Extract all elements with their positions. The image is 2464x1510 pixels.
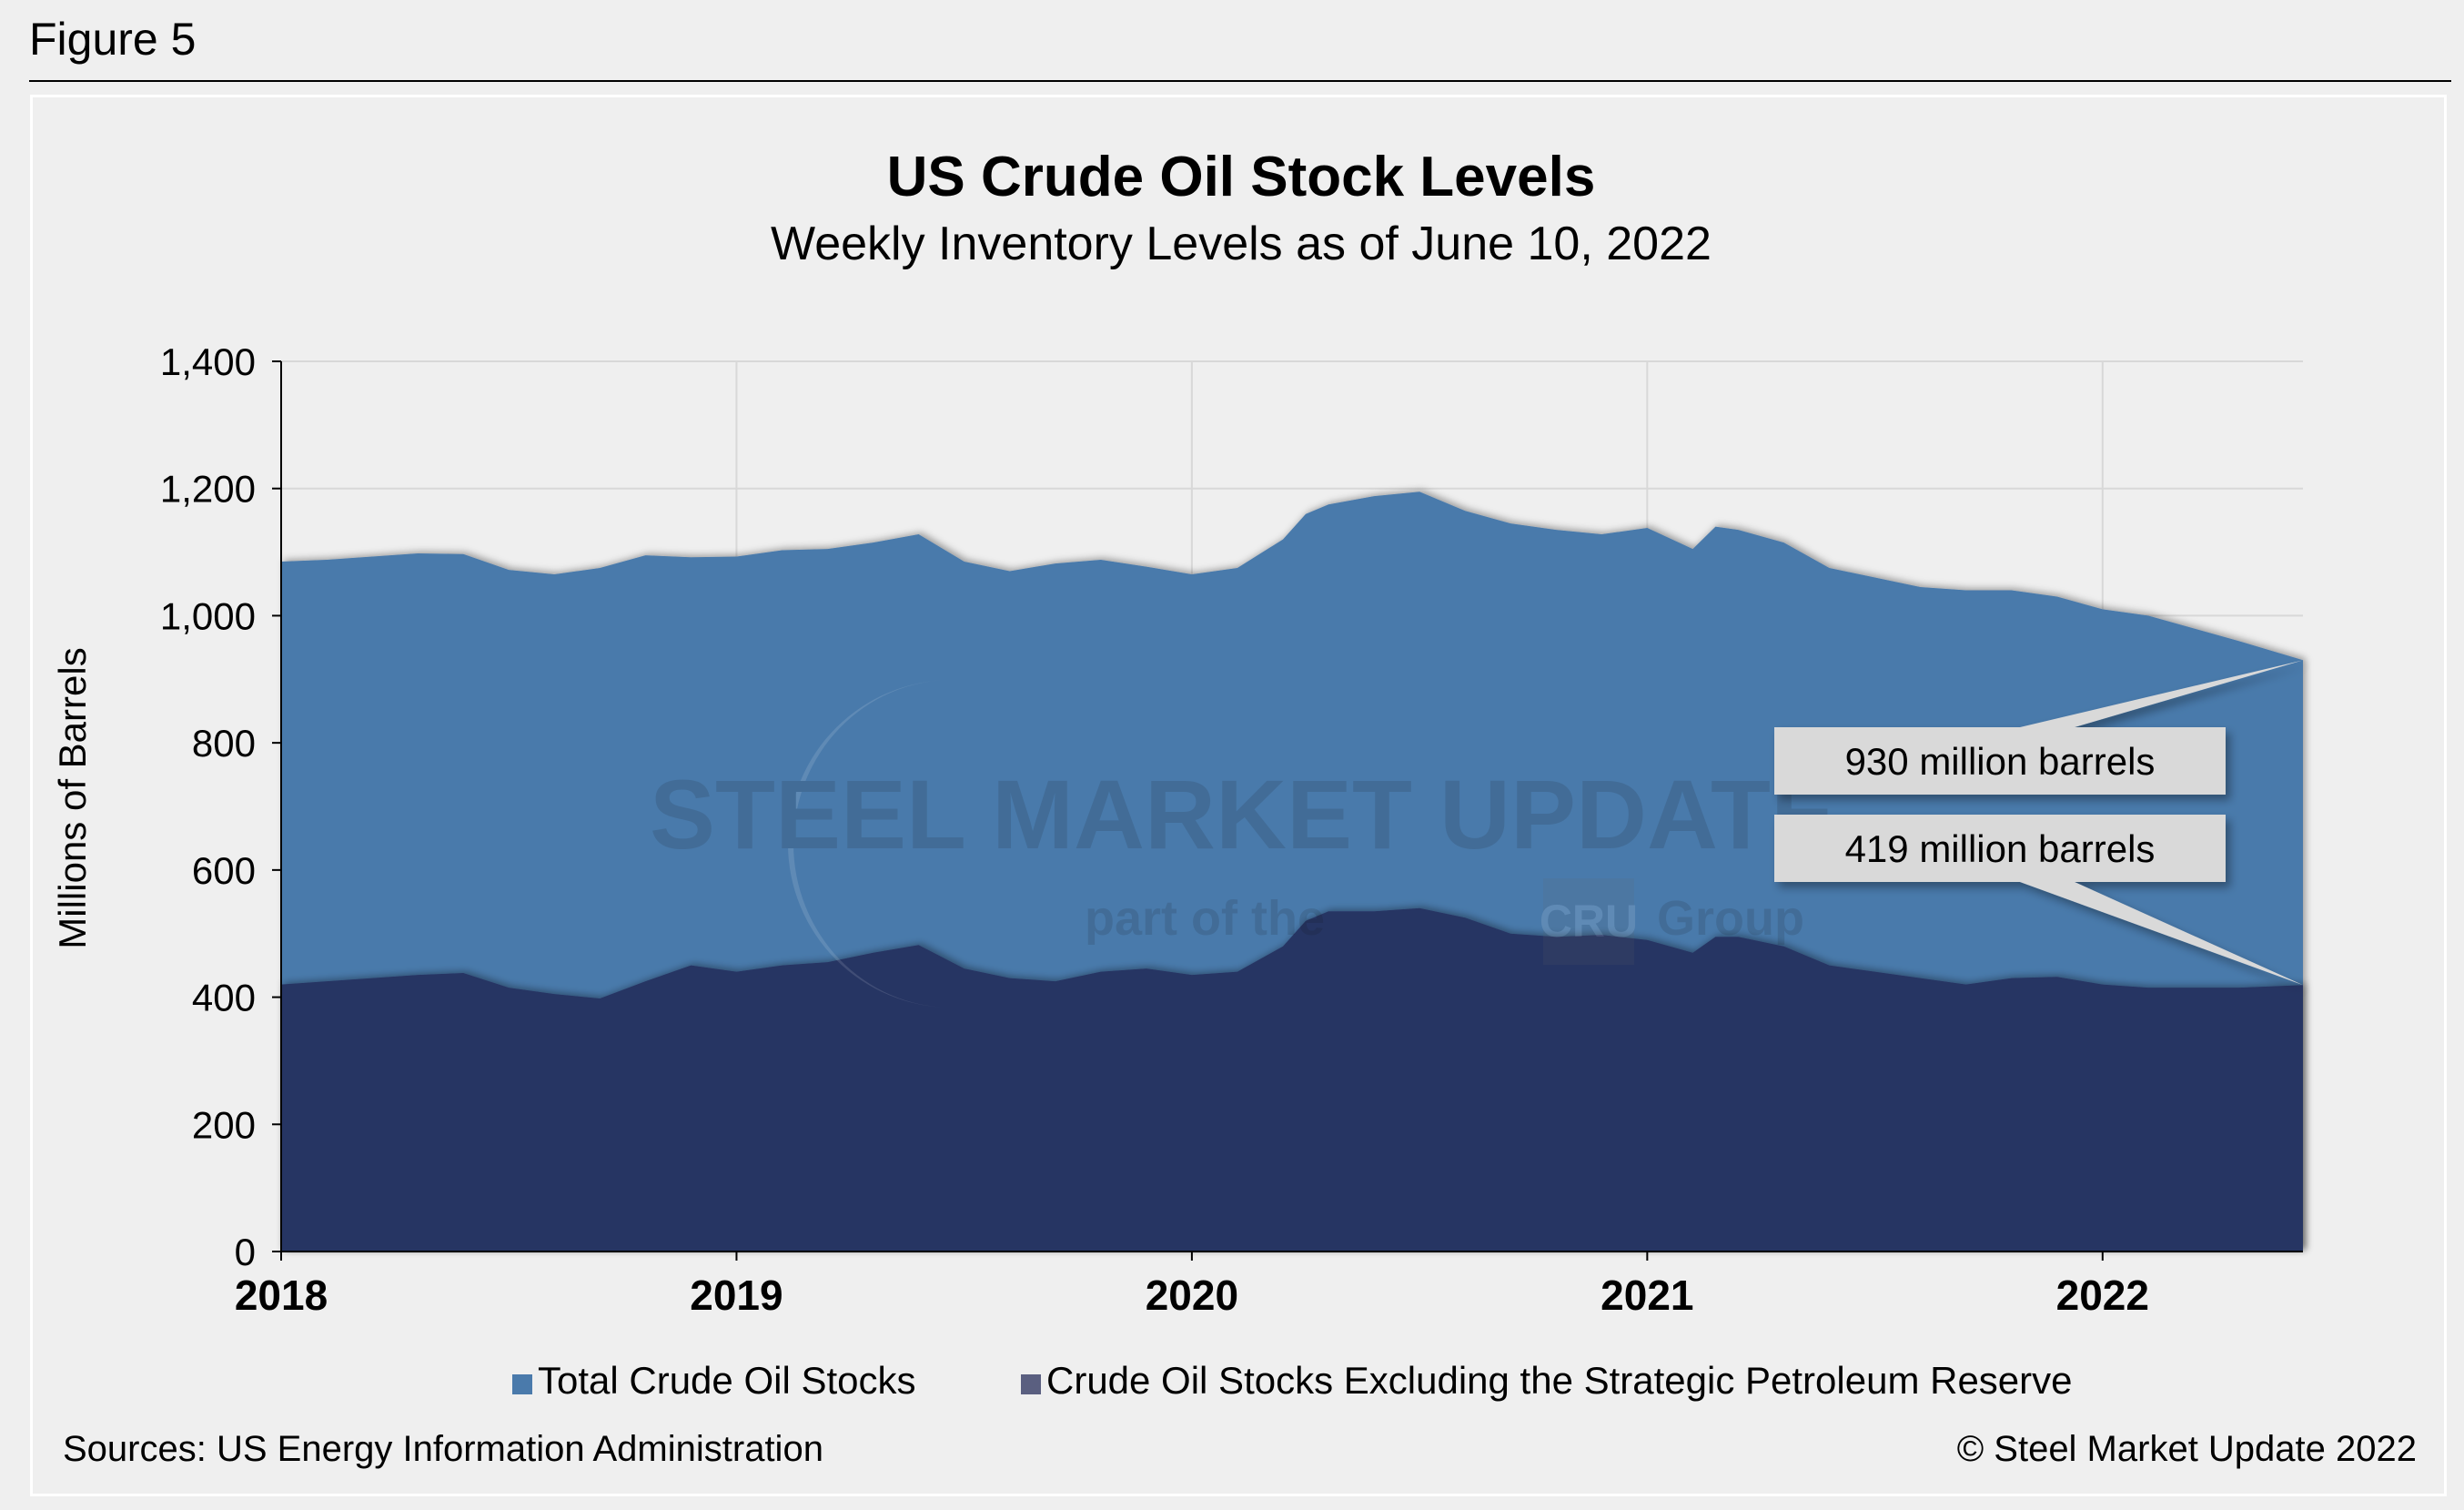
sources-note: Sources: US Energy Information Administr… [63, 1429, 823, 1469]
legend-label-excl-spr: Crude Oil Stocks Excluding the Strategic… [1046, 1359, 2073, 1402]
legend-label-total: Total Crude Oil Stocks [538, 1359, 916, 1402]
watermark-logo: CRU [1540, 896, 1638, 947]
excl-spr-area [281, 907, 2303, 1252]
chart-subtitle: Weekly Inventory Levels as of June 10, 2… [771, 218, 1712, 270]
watermark: STEEL MARKET UPDATE part of the CRU Grou… [650, 680, 1836, 1008]
callout-1 [1774, 815, 2303, 986]
y-tick-label-2: 400 [192, 977, 256, 1019]
copyright-note: © Steel Market Update 2022 [1957, 1429, 2417, 1469]
callout-label-1: 419 million barrels [1845, 827, 2156, 870]
x-tick-label-0: 2018 [235, 1272, 328, 1319]
y-tick-label-0: 0 [235, 1231, 256, 1273]
callout-shape-1 [1774, 815, 2303, 986]
legend: Total Crude Oil Stocks Crude Oil Stocks … [512, 1359, 2073, 1402]
area-series [281, 492, 2303, 1252]
tick-labels: 0 200 400 600 800 1,000 1,200 1,400 2018 2019 2020… [160, 340, 2149, 1319]
x-tick-label-2: 2020 [1146, 1272, 1238, 1319]
watermark-sub-pre: part of the [1085, 891, 1325, 946]
y-tick-label-5: 1,000 [160, 594, 256, 637]
watermark-logo-box [1543, 878, 1634, 965]
y-tick-label-4: 800 [192, 722, 256, 765]
y-tick-label-1: 200 [192, 1103, 256, 1146]
figure-rule [29, 80, 2451, 82]
legend-swatch-total [512, 1374, 532, 1394]
y-axis-label: Millions of Barrels [51, 647, 94, 948]
axes [272, 360, 2303, 1261]
chart-panel: US Crude Oil Stock Levels Weekly Invento… [30, 95, 2447, 1496]
callout-0 [1774, 660, 2303, 795]
watermark-text: STEEL MARKET UPDATE [650, 759, 1836, 869]
crude-oil-chart: US Crude Oil Stock Levels Weekly Invento… [51, 146, 2417, 1469]
figure-label: Figure 5 [29, 14, 197, 65]
watermark-sub-post: Group [1657, 891, 1804, 946]
callouts: 930 million barrels 419 million barrels [1774, 660, 2303, 986]
y-tick-label-7: 1,400 [160, 340, 256, 383]
chart-title: US Crude Oil Stock Levels [887, 146, 1596, 208]
callout-label-0: 930 million barrels [1845, 740, 2156, 783]
callout-shape-0 [1774, 660, 2303, 795]
y-tick-label-6: 1,200 [160, 468, 256, 511]
y-tick-label-3: 600 [192, 849, 256, 892]
x-tick-label-4: 2022 [2056, 1272, 2149, 1319]
x-tick-label-1: 2019 [690, 1272, 783, 1319]
x-tick-label-3: 2021 [1601, 1272, 1693, 1319]
legend-swatch-excl-spr [1021, 1374, 1041, 1394]
